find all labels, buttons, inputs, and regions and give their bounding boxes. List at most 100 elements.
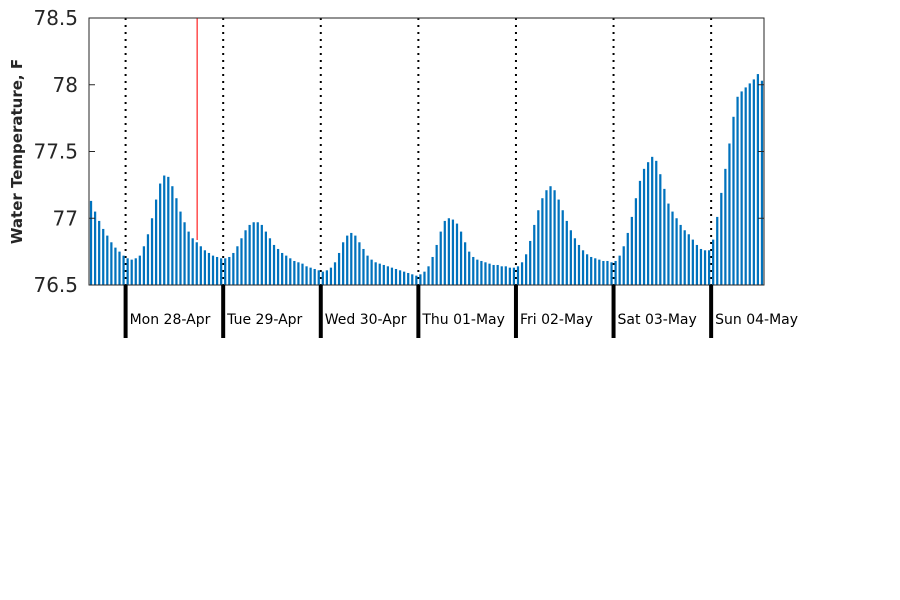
bar <box>557 199 560 285</box>
bar <box>211 255 215 285</box>
y-tick-label: 77.5 <box>33 140 78 164</box>
bar <box>248 224 251 285</box>
bar <box>541 198 544 285</box>
bar <box>126 258 129 285</box>
bar <box>183 222 186 285</box>
bar <box>484 262 487 285</box>
bar <box>171 186 174 285</box>
bar <box>423 271 426 285</box>
plot-area <box>88 17 765 286</box>
bar <box>634 198 638 285</box>
bar <box>695 244 699 285</box>
bar <box>146 234 150 285</box>
plot-background <box>89 18 764 285</box>
bar <box>630 216 633 285</box>
bar <box>403 271 406 285</box>
bar <box>150 218 154 285</box>
bar <box>716 216 719 285</box>
bar <box>358 242 361 285</box>
bar <box>614 260 617 285</box>
bar <box>651 156 654 285</box>
bar <box>537 210 540 285</box>
bar <box>89 200 93 285</box>
bar <box>496 264 499 285</box>
y-axis: 76.5 77 77.5 78 78.5 <box>33 6 764 297</box>
bar <box>309 267 312 285</box>
bar <box>256 222 259 285</box>
y-axis-label: Water Temperature, F <box>8 59 26 244</box>
day-label: Tue 29-Apr <box>226 312 302 328</box>
bar <box>439 231 442 285</box>
bar <box>337 252 341 285</box>
bar <box>240 238 243 285</box>
day-label: Sun 04-May <box>715 312 798 328</box>
bar <box>683 230 686 285</box>
bar <box>370 259 373 285</box>
bar <box>687 234 690 285</box>
bar <box>407 272 410 285</box>
bar <box>443 220 446 285</box>
bar <box>325 270 328 285</box>
bar <box>455 223 459 285</box>
bar <box>732 116 735 285</box>
bar <box>411 274 414 285</box>
bar <box>561 210 564 285</box>
bar <box>93 211 97 285</box>
bar <box>102 228 105 285</box>
bar <box>638 180 642 285</box>
bar <box>508 267 511 285</box>
bar <box>98 220 101 285</box>
bar <box>573 238 577 285</box>
y-tick-label: 78.5 <box>33 6 78 30</box>
y-tick-label: 78 <box>53 73 78 97</box>
bar <box>618 255 621 285</box>
bar <box>655 160 658 285</box>
bar <box>447 218 450 285</box>
bar <box>191 238 194 285</box>
bar <box>492 264 495 285</box>
bar <box>378 263 381 285</box>
bar <box>199 246 202 285</box>
bar <box>760 80 764 286</box>
bar <box>728 143 731 285</box>
bar <box>398 270 402 285</box>
bar <box>720 192 723 285</box>
bar <box>663 188 666 285</box>
bar <box>110 242 113 285</box>
bar <box>289 258 292 285</box>
bar <box>163 175 166 285</box>
bar <box>329 267 333 285</box>
bar <box>553 190 556 285</box>
bar <box>350 232 353 285</box>
bar <box>610 262 613 285</box>
bar <box>480 260 483 285</box>
bar <box>464 242 467 285</box>
bar <box>756 74 760 285</box>
bar <box>154 199 158 285</box>
bar <box>427 266 430 285</box>
bar <box>179 211 182 285</box>
bar <box>602 260 605 285</box>
bar <box>394 268 398 285</box>
bar <box>594 258 597 285</box>
bar <box>342 242 345 285</box>
bar <box>203 250 207 285</box>
bar <box>740 91 743 285</box>
bar <box>305 266 308 285</box>
bar <box>500 266 503 285</box>
bar-series <box>89 74 764 286</box>
bar <box>386 266 389 285</box>
bar <box>488 263 491 285</box>
bar <box>195 242 198 285</box>
bar <box>167 176 170 285</box>
day-label: Mon 28-Apr <box>130 312 211 328</box>
bar <box>354 235 357 285</box>
bar <box>260 224 263 285</box>
bar <box>134 258 137 285</box>
bar <box>272 244 276 285</box>
bar <box>516 266 520 285</box>
bar <box>472 256 475 285</box>
bar <box>626 232 629 285</box>
bar <box>699 248 703 285</box>
bar <box>525 254 528 285</box>
